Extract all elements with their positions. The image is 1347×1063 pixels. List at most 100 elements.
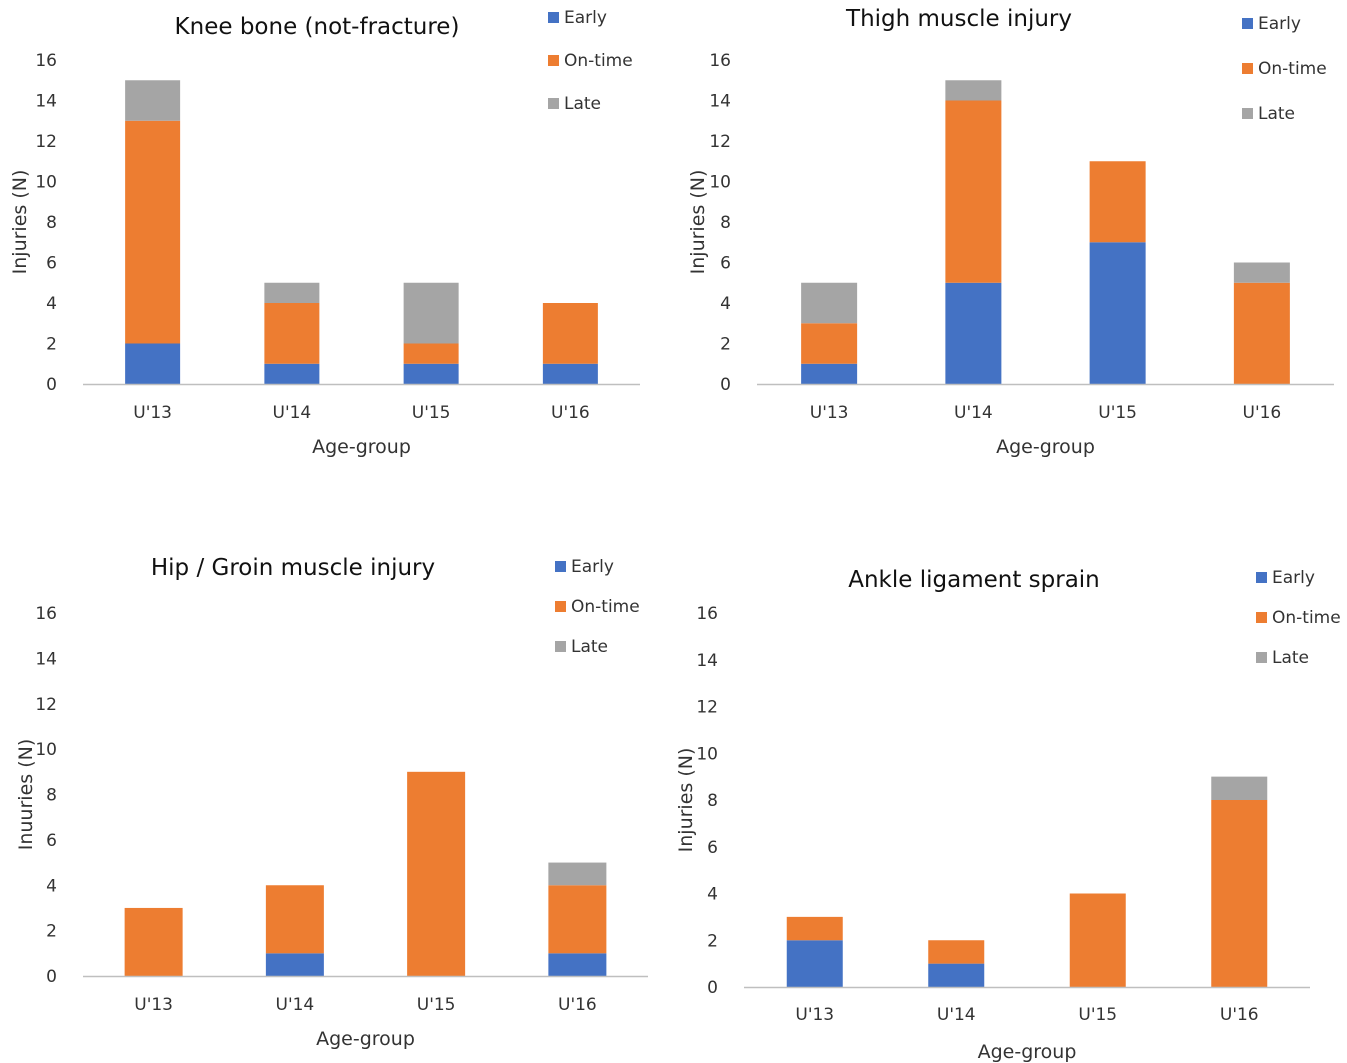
- bar-on-time-u-16: [1233, 282, 1290, 384]
- legend-label-on-time: On-time: [571, 597, 640, 617]
- x-tick-label: U'16: [1220, 1005, 1259, 1025]
- legend-swatch-late: [555, 641, 566, 652]
- y-tick-label: 10: [696, 744, 718, 764]
- y-tick-label: 0: [720, 375, 731, 395]
- bar-on-time-u-14: [945, 100, 1002, 283]
- x-axis-label: Age-group: [978, 1041, 1077, 1063]
- bar-on-time-u-15: [403, 343, 459, 364]
- y-tick-label: 6: [46, 831, 57, 851]
- bar-late-u-13: [125, 80, 181, 121]
- y-tick-label: 10: [35, 173, 57, 193]
- bar-early-u-14: [264, 363, 320, 384]
- x-tick-label: U'14: [954, 403, 993, 423]
- x-tick-label: U'13: [134, 995, 173, 1015]
- chart-title: Hip / Groin muscle injury: [151, 555, 435, 581]
- x-tick-label: U'13: [810, 403, 849, 423]
- y-tick-label: 12: [35, 695, 57, 715]
- bar-early-u-15: [403, 363, 459, 384]
- legend-label-late: Late: [1258, 104, 1295, 124]
- chart-panel-hip-groin: Hip / Groin muscle injury 0 2 4 6 8 10 12 14 16 In…: [0, 540, 673, 1063]
- bar-late-u-14: [945, 80, 1002, 101]
- y-tick-label: 12: [709, 132, 731, 152]
- bar-early-u-13: [801, 363, 858, 384]
- legend-label-on-time: On-time: [1272, 608, 1341, 628]
- y-tick-label: 0: [46, 967, 57, 987]
- legend-swatch-on-time: [1242, 63, 1253, 74]
- bar-late-u-15: [403, 282, 459, 344]
- y-axis-label: Injuries (N): [687, 170, 709, 275]
- bar-on-time-u-13: [801, 323, 858, 364]
- y-tick-label: 4: [46, 876, 57, 896]
- bar-on-time-u-14: [264, 303, 320, 364]
- bar-on-time-u-16: [548, 885, 607, 954]
- y-tick-label: 12: [696, 698, 718, 718]
- y-tick-label: 4: [46, 294, 57, 314]
- bar-on-time-u-15: [407, 771, 466, 976]
- legend-label-early: Early: [571, 557, 614, 577]
- bar-on-time-u-14: [928, 940, 985, 964]
- bar-late-u-14: [264, 282, 320, 303]
- y-tick-label: 10: [35, 740, 57, 760]
- y-tick-label: 4: [707, 885, 718, 905]
- y-tick-label: 0: [46, 375, 57, 395]
- bar-late-u-16: [548, 862, 607, 886]
- x-tick-label: U'14: [276, 995, 315, 1015]
- y-tick-label: 16: [35, 604, 57, 624]
- y-tick-label: 8: [707, 791, 718, 811]
- y-tick-label: 16: [696, 604, 718, 624]
- chart-svg-ankle-ligament: Ankle ligament sprain 0 2 4 6 8 10 12 14 16 Injuri…: [675, 567, 1341, 1063]
- chart-title: Ankle ligament sprain: [848, 567, 1100, 593]
- x-axis-label: Age-group: [996, 436, 1095, 458]
- y-tick-label: 14: [35, 649, 57, 669]
- bar-late-u-13: [801, 282, 858, 324]
- bar-on-time-u-13: [125, 120, 181, 344]
- y-tick-label: 4: [720, 294, 731, 314]
- y-tick-label: 6: [720, 254, 731, 274]
- x-tick-label: U'15: [417, 995, 456, 1015]
- x-axis-label: Age-group: [312, 436, 411, 458]
- legend-label-late: Late: [564, 94, 601, 114]
- bar-early-u-14: [928, 963, 985, 987]
- y-tick-label: 10: [709, 173, 731, 193]
- legend-swatch-late: [1242, 108, 1253, 119]
- bar-on-time-u-15: [1069, 893, 1126, 987]
- y-tick-label: 8: [46, 213, 57, 233]
- y-axis-label: Injuries (N): [9, 170, 31, 275]
- x-tick-label: U'13: [133, 403, 172, 423]
- x-tick-label: U'16: [551, 403, 590, 423]
- bar-late-u-16: [1211, 776, 1268, 800]
- x-tick-label: U'15: [1078, 1005, 1117, 1025]
- x-tick-label: U'13: [795, 1005, 834, 1025]
- bar-on-time-u-13: [786, 916, 843, 941]
- x-tick-label: U'16: [1243, 403, 1282, 423]
- legend-swatch-early: [1242, 18, 1253, 29]
- chart-panel-knee-bone: Knee bone (not-fracture) 0 2 4 6 8 10 12 14 16 Inj…: [0, 0, 673, 470]
- legend-swatch-on-time: [1256, 612, 1267, 623]
- y-tick-label: 14: [709, 92, 731, 112]
- bar-early-u-16: [548, 953, 607, 976]
- bar-early-u-13: [786, 940, 843, 987]
- y-tick-label: 8: [720, 213, 731, 233]
- bar-early-u-14: [265, 953, 324, 976]
- legend-label-late: Late: [1272, 648, 1309, 668]
- chart-panel-thigh-muscle: Thigh muscle injury 0 2 4 6 8 10 12 14 16 Injuries…: [674, 0, 1347, 470]
- chart-svg-thigh-muscle: Thigh muscle injury 0 2 4 6 8 10 12 14 16 Injuries…: [687, 6, 1334, 458]
- y-tick-label: 0: [707, 978, 718, 998]
- y-tick-label: 12: [35, 132, 57, 152]
- y-tick-label: 2: [720, 335, 731, 355]
- bar-on-time-u-15: [1089, 161, 1146, 243]
- legend-label-early: Early: [564, 8, 607, 28]
- legend-label-on-time: On-time: [1258, 59, 1327, 79]
- bar-on-time-u-13: [124, 907, 183, 976]
- bar-on-time-u-16: [1211, 800, 1268, 987]
- chart-title: Knee bone (not-fracture): [175, 14, 460, 40]
- x-tick-label: U'16: [558, 995, 597, 1015]
- legend-swatch-late: [548, 98, 559, 109]
- bar-on-time-u-14: [265, 885, 324, 954]
- y-tick-label: 6: [707, 838, 718, 858]
- y-tick-label: 6: [46, 254, 57, 274]
- bar-early-u-14: [945, 282, 1002, 384]
- y-axis-label: Inuuries (N): [15, 739, 37, 851]
- chart-svg-hip-groin: Hip / Groin muscle injury 0 2 4 6 8 10 12 14 16 In…: [15, 555, 648, 1050]
- y-axis-label: Injuries (N): [675, 748, 697, 853]
